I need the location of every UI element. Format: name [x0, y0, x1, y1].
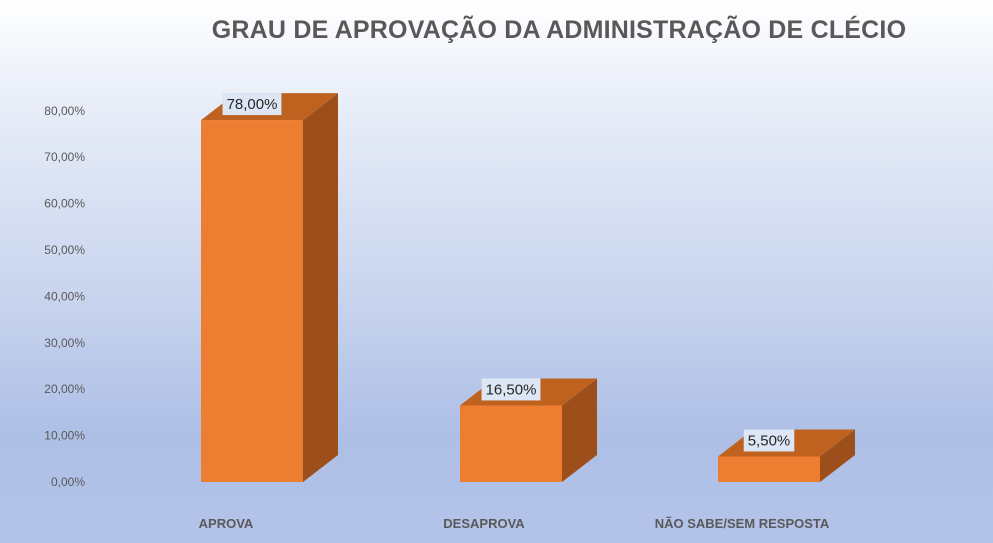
y-tick-label: 80,00%: [44, 104, 85, 118]
data-label-group: 5,50%: [743, 429, 795, 452]
data-label: 78,00%: [227, 96, 278, 113]
data-label: 5,50%: [748, 432, 791, 449]
y-tick-label: 70,00%: [44, 150, 85, 164]
y-tick-label: 0,00%: [51, 475, 85, 489]
x-category-label: NÃO SABE/SEM RESPOSTA: [655, 516, 830, 531]
bar-side: [820, 429, 855, 482]
x-category-label: APROVA: [199, 516, 254, 531]
y-tick-label: 20,00%: [44, 382, 85, 396]
chart-title: GRAU DE APROVAÇÃO DA ADMINISTRAÇÃO DE CL…: [211, 16, 907, 44]
x-axis-categories: APROVA DESAPROVA NÃO SABE/SEM RESPOSTA: [199, 516, 830, 531]
bar-front: [460, 405, 562, 482]
x-category-label: DESAPROVA: [443, 516, 525, 531]
y-tick-label: 40,00%: [44, 289, 85, 303]
y-tick-label: 10,00%: [44, 429, 85, 443]
y-axis: 0,00% 10,00% 20,00% 30,00% 40,00% 50,00% 60,00…: [44, 104, 85, 489]
data-label-box: [481, 378, 541, 401]
bar: [201, 93, 338, 482]
data-label-box: [222, 93, 282, 116]
bar-side: [303, 93, 338, 482]
y-tick-label: 60,00%: [44, 197, 85, 211]
data-label-box: [743, 429, 795, 452]
data-label-group: 16,50%: [481, 378, 541, 401]
data-label-group: 78,00%: [222, 93, 282, 116]
y-tick-label: 50,00%: [44, 243, 85, 257]
bar-side: [562, 378, 597, 482]
bar-front: [201, 120, 303, 482]
bars: [201, 93, 855, 482]
data-label: 16,50%: [486, 381, 537, 398]
y-tick-label: 30,00%: [44, 336, 85, 350]
data-labels: 78,00% 16,50% 5,50%: [222, 93, 795, 452]
bar-front: [718, 456, 820, 482]
